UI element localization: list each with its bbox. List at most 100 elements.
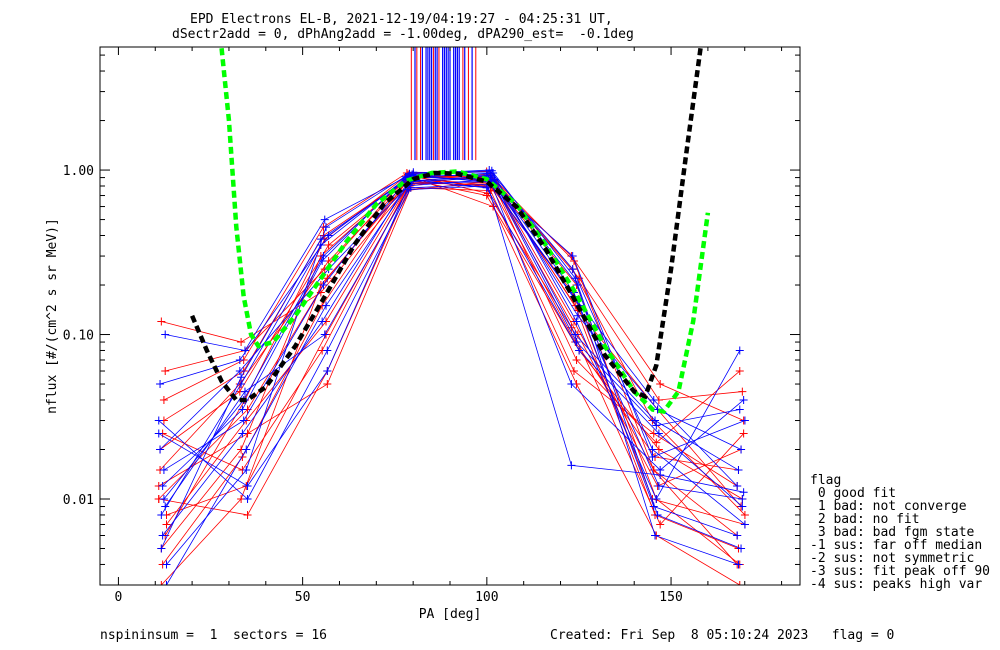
legend-item: -1 sus: far off median: [810, 538, 983, 553]
data-point-marker: [734, 560, 743, 569]
data-point-marker: [318, 317, 327, 326]
data-point-marker: [651, 531, 660, 540]
data-point-marker: [738, 502, 747, 511]
data-point-marker: [739, 395, 748, 404]
data-point-marker: [653, 510, 662, 519]
footer-left: nspininsum = 1 sectors = 16: [100, 628, 327, 643]
data-point-marker: [567, 380, 576, 389]
x-tick-label: 0: [115, 590, 123, 605]
data-point-marker: [567, 461, 576, 470]
data-point-marker: [157, 317, 166, 326]
data-series-line: [162, 176, 742, 487]
data-point-marker: [235, 367, 244, 376]
data-point-marker: [568, 252, 577, 261]
y-axis-label: nflux [#/(cm^2 s sr MeV)]: [45, 218, 60, 414]
data-point-marker: [735, 367, 744, 376]
data-series-line: [158, 175, 738, 536]
data-point-marker: [162, 581, 171, 585]
data-point-marker: [572, 317, 581, 326]
data-point-marker: [740, 510, 749, 519]
data-point-marker: [157, 510, 166, 519]
data-series-line: [160, 174, 740, 549]
data-point-marker: [572, 356, 581, 365]
data-point-marker: [237, 380, 246, 389]
data-series-line: [163, 178, 743, 507]
legend-item: -2 sus: not symmetric: [810, 551, 975, 566]
legend-item: 2 bad: no fit: [810, 512, 920, 527]
data-point-marker: [161, 330, 170, 339]
data-point-marker: [162, 560, 171, 569]
x-axis-label: PA [deg]: [419, 607, 482, 622]
data-point-marker: [323, 380, 332, 389]
data-point-marker: [740, 416, 749, 425]
data-series-line: [159, 175, 739, 549]
data-point-marker: [651, 416, 660, 425]
data-point-marker: [154, 429, 163, 438]
data-point-marker: [733, 481, 742, 490]
black-fit-curve: [190, 47, 703, 403]
data-series-line: [161, 177, 740, 585]
green-fit-curve: [219, 48, 711, 415]
data-point-marker: [737, 544, 746, 553]
data-point-marker: [654, 481, 663, 490]
data-point-marker: [571, 274, 580, 283]
data-point-marker: [243, 510, 252, 519]
data-point-marker: [157, 544, 166, 553]
data-point-marker: [735, 346, 744, 355]
data-point-marker: [649, 395, 658, 404]
data-point-marker: [656, 520, 665, 529]
legend-item: -4 sus: peaks high var: [810, 577, 983, 592]
data-point-marker: [654, 429, 663, 438]
plot-area: [154, 47, 749, 585]
data-point-marker: [320, 215, 329, 224]
data-point-marker: [319, 252, 328, 261]
data-point-marker: [240, 387, 249, 396]
data-point-marker: [323, 367, 332, 376]
data-point-marker: [735, 581, 744, 585]
legend-item: 0 good fit: [810, 486, 897, 501]
data-point-marker: [324, 241, 333, 250]
data-point-marker: [157, 581, 166, 585]
chart-title-line1: EPD Electrons EL-B, 2021-12-19/04:19:27 …: [190, 12, 613, 27]
data-point-marker: [243, 481, 252, 490]
data-point-marker: [649, 502, 658, 511]
data-point-marker: [738, 387, 747, 396]
data-series-line: [158, 183, 738, 500]
data-point-marker: [242, 445, 251, 454]
data-point-marker: [161, 367, 170, 376]
data-point-marker: [242, 466, 251, 475]
y-tick-label: 0.10: [63, 329, 94, 344]
data-point-marker: [739, 429, 748, 438]
data-series-line: [163, 178, 743, 500]
data-point-marker: [159, 495, 168, 504]
data-point-marker: [156, 445, 165, 454]
data-series-line: [165, 174, 744, 421]
data-point-marker: [238, 453, 247, 462]
data-point-marker: [739, 488, 748, 497]
data-point-marker: [652, 495, 661, 504]
data-point-marker: [572, 338, 581, 347]
data-point-marker: [569, 367, 578, 376]
chart-title-line2: dSectr2add = 0, dPhAng2add = -1.00deg, d…: [172, 27, 634, 42]
data-point-marker: [575, 346, 584, 355]
x-tick-label: 100: [475, 590, 498, 605]
data-point-marker: [487, 166, 496, 175]
data-point-marker: [573, 311, 582, 320]
data-series-line: [158, 175, 738, 536]
legend-title: flag: [810, 473, 842, 488]
y-tick-label: 1.00: [63, 164, 94, 179]
data-point-marker: [319, 281, 328, 290]
data-point-marker: [323, 346, 332, 355]
data-point-marker: [482, 183, 491, 192]
data-point-marker: [486, 172, 495, 181]
x-tick-label: 150: [659, 590, 682, 605]
data-series-line: [166, 181, 746, 585]
data-series-line: [158, 187, 738, 487]
data-point-marker: [238, 429, 247, 438]
flag-legend: flag 0 good fit 1 bad: not converge 2 ba…: [810, 474, 990, 591]
data-point-marker: [656, 470, 665, 479]
data-point-marker: [652, 438, 661, 447]
y-tick-label: 0.01: [63, 493, 94, 508]
data-point-marker: [235, 356, 244, 365]
